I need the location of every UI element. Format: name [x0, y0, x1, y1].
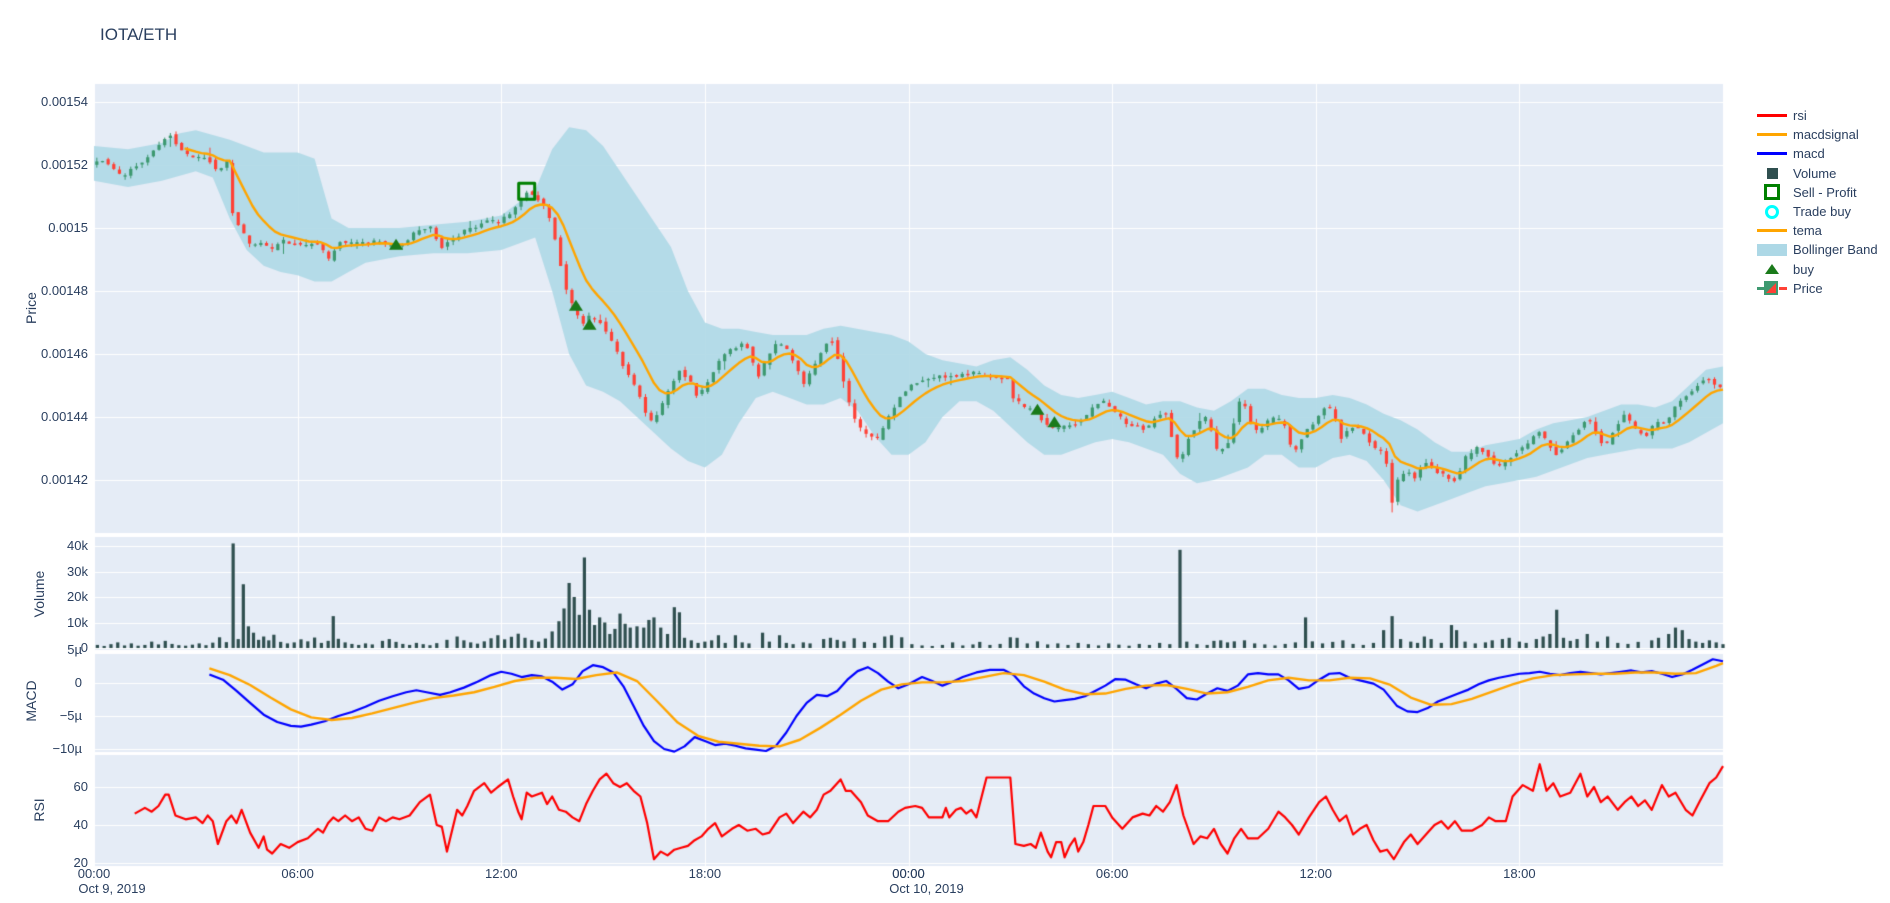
x-tick-6: 18:00 — [1503, 866, 1536, 881]
macd-line-icon — [1757, 152, 1787, 156]
rsi-axis-title: RSI — [31, 798, 47, 822]
x-tick-5: 12:00 — [1299, 866, 1333, 881]
legend-item-bollinger-band[interactable]: Bollinger Band — [1756, 240, 1878, 259]
legend-item-sell-profit[interactable]: Sell - Profit — [1756, 183, 1857, 202]
volume-tick-1: 30k — [67, 563, 88, 579]
volume-square-icon — [1766, 167, 1778, 179]
x-date-tick-1: 00:00 — [892, 866, 925, 881]
legend-item-macdsignal[interactable]: macdsignal — [1756, 125, 1859, 144]
volume-tick-0: 40k — [67, 538, 88, 553]
price-tick-5: 0.00144 — [41, 409, 88, 424]
trade-buy-circle-icon — [1765, 204, 1779, 219]
legend-label: rsi — [1793, 108, 1807, 123]
volume-tick-3: 10k — [67, 614, 88, 630]
page-title: IOTA/ETH — [100, 25, 178, 44]
buy-triangle-icon — [1765, 264, 1779, 275]
legend-item-rsi[interactable]: rsi — [1756, 106, 1807, 125]
legend-item-tema[interactable]: tema — [1756, 221, 1822, 240]
legend-item-macd[interactable]: macd — [1756, 144, 1825, 163]
rsi-tick-2: 20 — [73, 855, 88, 870]
rsi-line-icon — [1757, 114, 1787, 117]
price-tick-3: 0.00148 — [41, 283, 88, 298]
legend-label: Price — [1793, 280, 1823, 296]
x-date-label-0: Oct 9, 2019 — [78, 881, 146, 896]
price-tick-1: 0.00152 — [41, 157, 88, 172]
x-tick-2: 18:00 — [688, 866, 722, 881]
legend-item-buy[interactable]: buy — [1756, 260, 1814, 279]
legend-label: macdsignal — [1793, 127, 1859, 143]
macdsignal-line-icon — [1757, 133, 1787, 137]
bollinger-band-icon — [1757, 243, 1787, 256]
volume-tick-4: 0 — [80, 640, 88, 655]
volume-axis-title: Volume — [31, 570, 47, 618]
legend-label: buy — [1793, 261, 1814, 277]
macd-tick-0: 5µ — [67, 642, 82, 657]
rsi-tick-1: 40 — [73, 817, 88, 832]
legend-label: Volume — [1793, 165, 1837, 181]
x-tick-0: 06:00 — [281, 866, 314, 881]
legend-item-volume[interactable]: Volume — [1756, 164, 1836, 183]
legend-label: Sell - Profit — [1793, 184, 1857, 200]
x-tick-4: 06:00 — [1095, 866, 1129, 881]
price-tick-0: 0.00154 — [41, 94, 88, 109]
price-tick-6: 0.00142 — [41, 472, 88, 487]
rsi-tick-0: 60 — [73, 779, 88, 794]
price-tick-2: 0.0015 — [48, 220, 88, 235]
legend-item-price[interactable]: Price — [1756, 279, 1823, 298]
x-date-label-1: Oct 10, 2019 — [889, 881, 964, 896]
macd-axis-title: MACD — [23, 680, 39, 722]
x-tick-3: 00:00 — [892, 866, 925, 881]
legend-label: Bollinger Band — [1793, 242, 1878, 258]
macd-tick-2: −5µ — [59, 708, 82, 723]
legend-label: macd — [1793, 146, 1825, 162]
price-candlestick-icon — [1757, 281, 1787, 296]
sell-profit-square-icon — [1764, 184, 1780, 201]
legend-label: tema — [1793, 223, 1822, 239]
legend-label: Trade buy — [1793, 204, 1852, 219]
macd-tick-1: 0 — [74, 675, 82, 690]
price-axis-title: Price — [23, 292, 39, 324]
macd-tick-3: −10µ — [52, 741, 82, 756]
x-date-tick-0: 00:00 — [77, 866, 111, 881]
volume-tick-2: 20k — [67, 589, 88, 604]
price-tick-4: 0.00146 — [41, 346, 88, 361]
tema-line-icon — [1757, 229, 1787, 233]
x-tick-1: 12:00 — [484, 866, 518, 881]
legend-item-trade-buy[interactable]: Trade buy — [1756, 202, 1851, 221]
